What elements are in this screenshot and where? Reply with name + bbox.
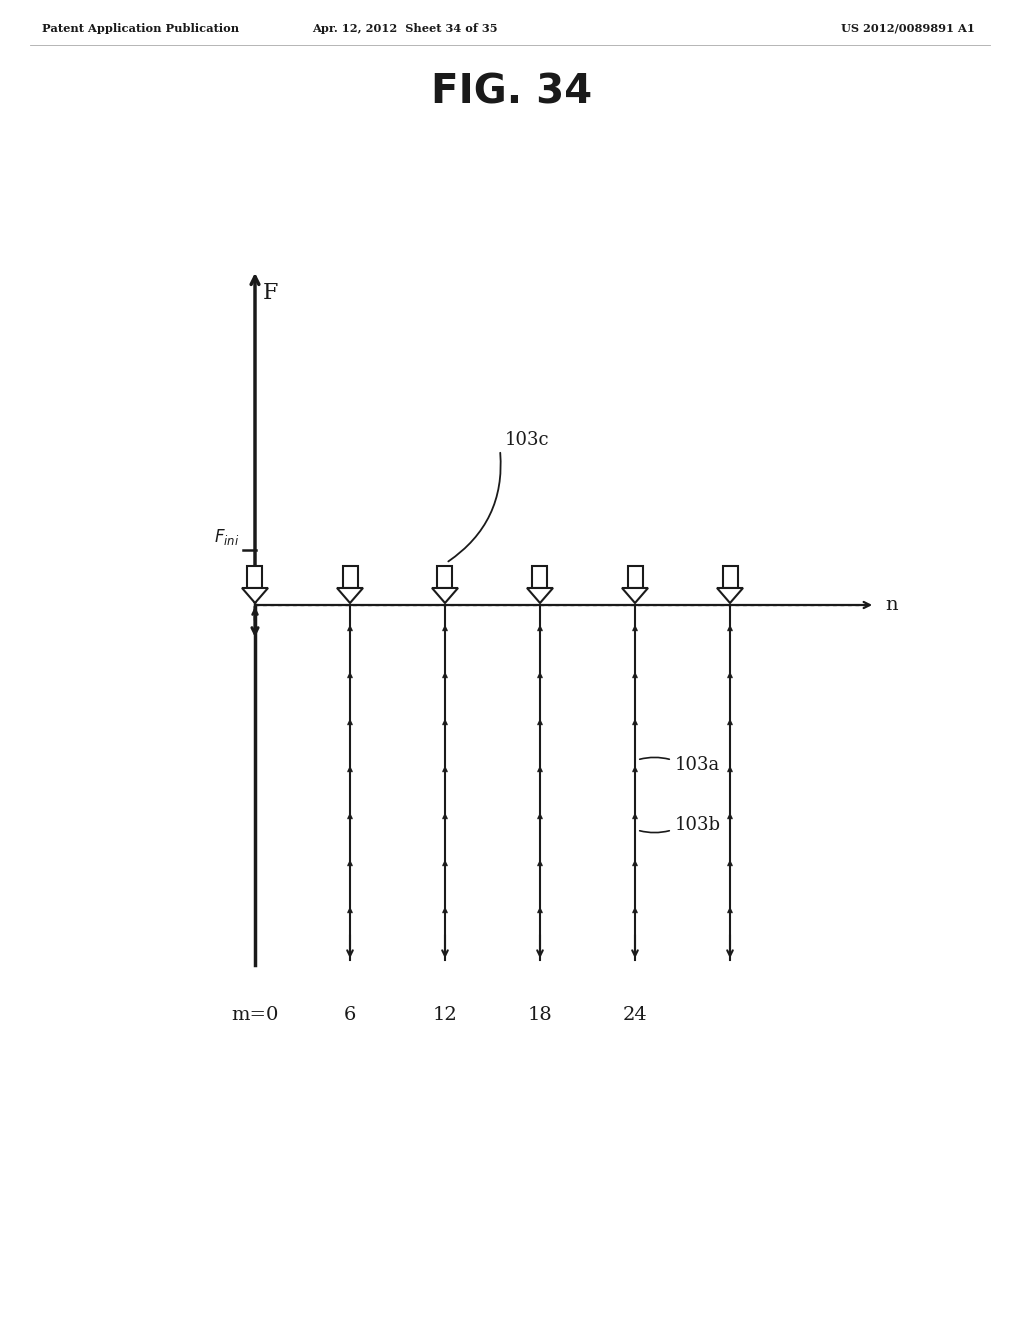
Polygon shape bbox=[432, 587, 458, 603]
Text: 24: 24 bbox=[623, 1006, 647, 1024]
Text: 6: 6 bbox=[344, 1006, 356, 1024]
Text: $F_{ini}$: $F_{ini}$ bbox=[214, 527, 239, 546]
Polygon shape bbox=[527, 587, 553, 603]
Text: FIG. 34: FIG. 34 bbox=[431, 73, 593, 112]
Text: US 2012/0089891 A1: US 2012/0089891 A1 bbox=[841, 22, 975, 33]
Text: m=0: m=0 bbox=[231, 1006, 279, 1024]
Bar bbox=[342, 566, 357, 587]
Text: 18: 18 bbox=[527, 1006, 552, 1024]
Bar bbox=[437, 566, 453, 587]
Text: Apr. 12, 2012  Sheet 34 of 35: Apr. 12, 2012 Sheet 34 of 35 bbox=[312, 22, 498, 33]
Bar bbox=[248, 566, 262, 587]
Polygon shape bbox=[337, 587, 362, 603]
Text: 12: 12 bbox=[432, 1006, 458, 1024]
Text: 103c: 103c bbox=[505, 432, 550, 449]
Polygon shape bbox=[717, 587, 743, 603]
Text: n: n bbox=[885, 597, 898, 614]
Bar bbox=[628, 566, 642, 587]
Bar bbox=[532, 566, 548, 587]
Text: 103a: 103a bbox=[675, 756, 720, 774]
Polygon shape bbox=[622, 587, 648, 603]
Polygon shape bbox=[242, 587, 268, 603]
Bar bbox=[723, 566, 737, 587]
Text: 103b: 103b bbox=[675, 816, 721, 834]
Text: Patent Application Publication: Patent Application Publication bbox=[42, 22, 240, 33]
Text: F: F bbox=[263, 282, 279, 304]
